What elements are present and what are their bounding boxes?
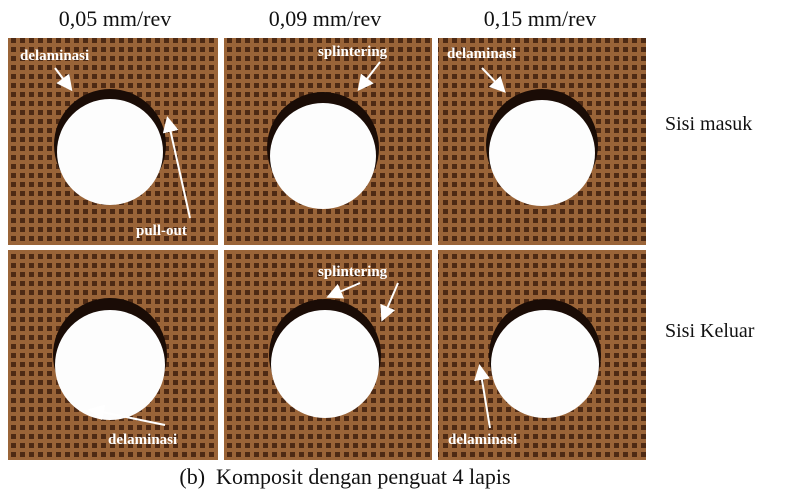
annotation: pull-out: [136, 223, 187, 239]
annotation: splintering: [318, 44, 388, 60]
annotation: splintering: [318, 264, 388, 280]
annotation: delaminasi: [448, 432, 517, 448]
caption: (b) Komposit dengan penguat 4 lapis: [179, 464, 510, 489]
column-label: 0,05 mm/rev: [59, 6, 171, 31]
row-label: Sisi masuk: [665, 113, 752, 135]
annotation: delaminasi: [447, 46, 516, 62]
annotation: delaminasi: [108, 432, 177, 448]
figure: 0,05 mm/rev 0,09 mm/rev 0,15 mm/rev dela…: [0, 0, 790, 495]
column-label: 0,15 mm/rev: [484, 6, 596, 31]
annotation: delaminasi: [20, 48, 89, 64]
row-label: Sisi Keluar: [665, 320, 755, 342]
column-label: 0,09 mm/rev: [269, 6, 381, 31]
